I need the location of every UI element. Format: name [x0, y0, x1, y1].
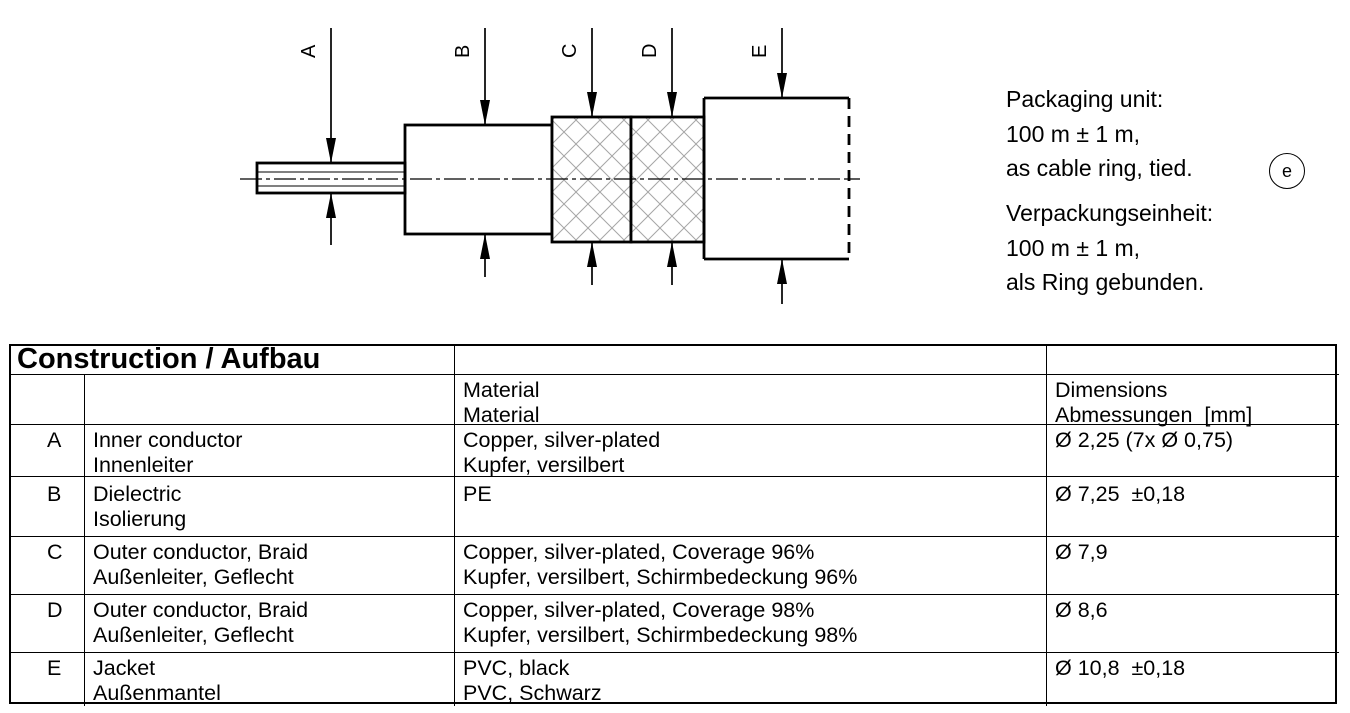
svg-text:A: A	[298, 44, 320, 58]
svg-text:C: C	[559, 44, 581, 58]
svg-text:B: B	[452, 45, 474, 58]
svg-text:D: D	[639, 44, 661, 58]
svg-text:E: E	[749, 45, 771, 58]
